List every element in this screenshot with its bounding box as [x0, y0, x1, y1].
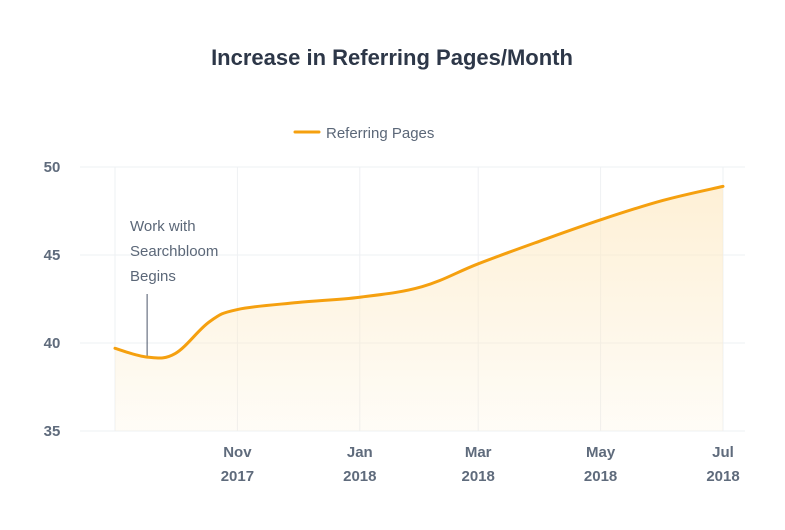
- y-axis: 35 40 45 50: [44, 159, 61, 440]
- x-tick-month: May: [586, 444, 616, 461]
- y-tick-label: 45: [44, 247, 61, 264]
- y-tick-label: 40: [44, 335, 61, 352]
- line-layer: [113, 184, 725, 360]
- area-layer: [115, 186, 723, 431]
- chart-title: Increase in Referring Pages/Month: [211, 45, 573, 70]
- y-tick-label: 50: [44, 159, 61, 176]
- x-tick-month: Mar: [465, 444, 492, 461]
- legend-label: Referring Pages: [326, 125, 434, 142]
- annotation-text-line: Searchbloom: [130, 243, 218, 260]
- annotation-text-line: Begins: [130, 268, 176, 285]
- x-tick-month: Jan: [347, 444, 373, 461]
- annotation-layer: Work with Searchbloom Begins: [130, 218, 218, 358]
- x-tick-year: 2017: [221, 468, 254, 485]
- x-tick-year: 2018: [343, 468, 376, 485]
- x-axis: Nov 2017 Jan 2018 Mar 2018 May 2018 Jul 2018: [221, 444, 740, 485]
- x-tick-year: 2018: [462, 468, 495, 485]
- y-tick-label: 35: [44, 423, 61, 440]
- x-tick-month: Nov: [223, 444, 252, 461]
- legend[interactable]: Referring Pages: [293, 125, 434, 142]
- x-tick-year: 2018: [584, 468, 617, 485]
- series-area: [115, 186, 723, 431]
- series-line[interactable]: [113, 184, 725, 360]
- x-tick-month: Jul: [712, 444, 734, 461]
- x-tick-year: 2018: [706, 468, 739, 485]
- annotation-text-line: Work with: [130, 218, 196, 235]
